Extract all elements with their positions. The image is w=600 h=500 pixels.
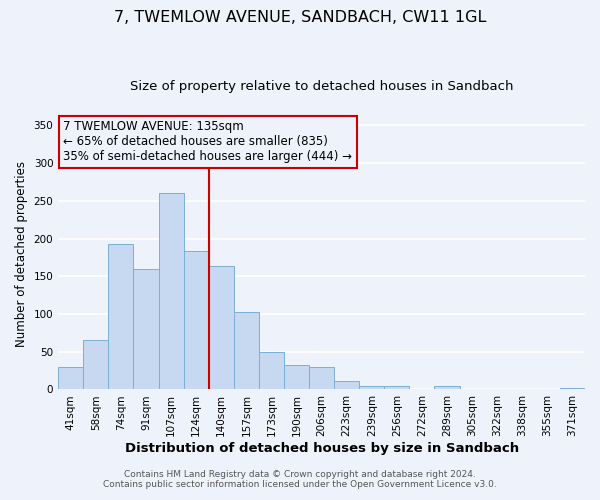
Bar [58,367,83,390]
Bar [158,193,184,390]
Bar [259,352,284,390]
Bar [133,268,158,390]
Bar [309,367,334,390]
Bar [385,386,409,390]
Text: 7, TWEMLOW AVENUE, SANDBACH, CW11 1GL: 7, TWEMLOW AVENUE, SANDBACH, CW11 1GL [114,10,486,25]
Bar [83,340,109,390]
Title: Size of property relative to detached houses in Sandbach: Size of property relative to detached ho… [130,80,514,93]
Bar [109,244,133,390]
Bar [184,252,209,390]
Text: 7 TWEMLOW AVENUE: 135sqm
← 65% of detached houses are smaller (835)
35% of semi-: 7 TWEMLOW AVENUE: 135sqm ← 65% of detach… [64,120,352,164]
Bar [359,386,385,390]
Bar [284,366,309,390]
Y-axis label: Number of detached properties: Number of detached properties [15,160,28,346]
Bar [560,388,585,390]
Bar [209,266,234,390]
Bar [334,381,359,390]
X-axis label: Distribution of detached houses by size in Sandbach: Distribution of detached houses by size … [125,442,518,455]
Bar [434,386,460,390]
Bar [234,312,259,390]
Text: Contains HM Land Registry data © Crown copyright and database right 2024.
Contai: Contains HM Land Registry data © Crown c… [103,470,497,489]
